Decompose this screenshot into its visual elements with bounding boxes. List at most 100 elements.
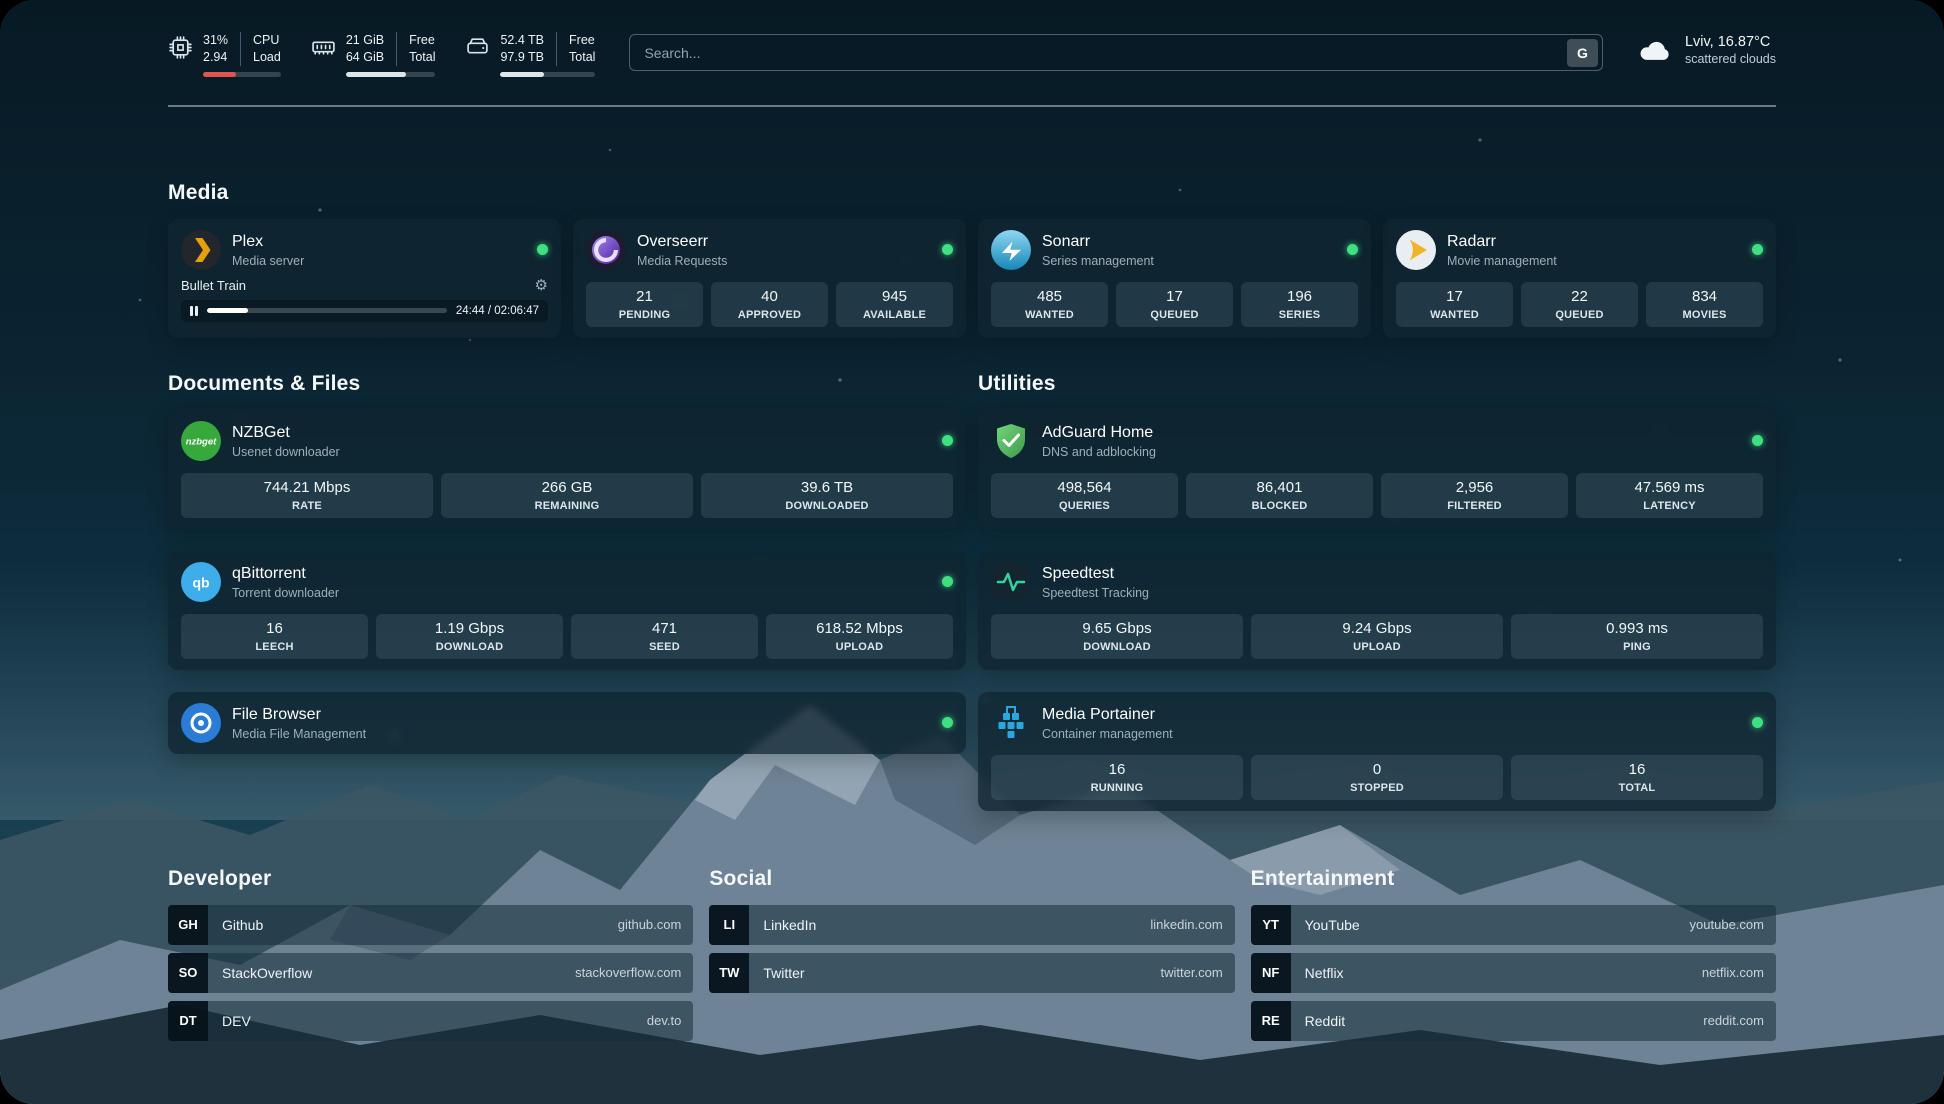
bookmark-url: github.com	[617, 917, 682, 933]
disk-widget: 52.4 TB 97.9 TB Free Total	[465, 32, 596, 77]
service-card-sonarr[interactable]: Sonarr Series management 485 WANTED 17 Q…	[978, 218, 1371, 338]
service-name[interactable]: File Browser	[232, 705, 321, 723]
status-online-dot	[942, 244, 953, 256]
service-description: Usenet downloader	[232, 444, 340, 459]
service-name[interactable]: Plex	[232, 232, 264, 250]
utilities-section: Utilities AdGuard Home DNS and adblockin…	[978, 372, 1776, 811]
stat-label: AVAILABLE	[862, 308, 927, 321]
stat-label: BLOCKED	[1251, 499, 1308, 512]
service-card-speedtest[interactable]: Speedtest Speedtest Tracking 9.65 Gbps D…	[978, 550, 1776, 670]
bookmark-url: youtube.com	[1689, 917, 1764, 933]
stat-value: 16	[266, 619, 283, 637]
service-name[interactable]: Radarr	[1447, 232, 1496, 250]
portainer-icon[interactable]	[991, 703, 1031, 743]
weather-location-temp: Lviv, 16.87°C	[1684, 34, 1771, 50]
stat-value: 9.24 Gbps	[1342, 619, 1412, 637]
stat-label: PING	[1623, 640, 1651, 653]
service-card-radarr[interactable]: Radarr Movie management 17 WANTED 22 QUE…	[1383, 218, 1776, 338]
radarr-icon[interactable]	[1396, 229, 1436, 270]
weather-widget: Lviv, 16.87°C scattered clouds	[1637, 34, 1776, 66]
disk-free-value: 52.4 TB	[500, 33, 545, 47]
ram-free-label: Free	[409, 33, 435, 47]
bookmark-netflix[interactable]: NF Netflix netflix.com	[1250, 952, 1776, 993]
adguard-icon[interactable]	[991, 421, 1031, 461]
stat-label: LATENCY	[1643, 499, 1696, 512]
bookmark-name: LinkedIn	[763, 916, 817, 933]
svg-text:nzbget: nzbget	[186, 436, 217, 447]
stat-value: 1.19 Gbps	[434, 619, 505, 637]
svg-text:qb: qb	[192, 574, 209, 590]
stat-box: 16 TOTAL	[1511, 754, 1763, 800]
service-description: Container management	[1042, 726, 1173, 741]
service-card-adguard[interactable]: AdGuard Home DNS and adblocking 498,564 …	[978, 409, 1776, 529]
service-name[interactable]: NZBGet	[232, 423, 290, 441]
now-playing-title: Bullet Train	[181, 277, 247, 293]
bookmark-reddit[interactable]: RE Reddit reddit.com	[1250, 1000, 1776, 1041]
plex-icon[interactable]	[181, 229, 221, 270]
service-description: Media File Management	[232, 726, 367, 741]
stat-box: 17 QUEUED	[1116, 281, 1233, 327]
playback-progress-track[interactable]	[207, 308, 447, 314]
service-card-portainer[interactable]: Media Portainer Container management 16 …	[978, 691, 1776, 811]
status-online-dot	[1752, 244, 1763, 256]
stat-box: 86,401 BLOCKED	[1186, 472, 1373, 518]
social-section: Social LI LinkedIn linkedin.com TW Twitt…	[709, 867, 1235, 993]
service-description: DNS and adblocking	[1042, 444, 1156, 459]
stat-value: 86,401	[1256, 478, 1303, 496]
stat-value: 17	[1446, 287, 1463, 305]
bookmark-youtube[interactable]: YT YouTube youtube.com	[1250, 904, 1776, 945]
linkedin-icon: LI	[709, 904, 750, 945]
bookmark-url: dev.to	[646, 1013, 682, 1029]
pause-icon[interactable]	[190, 305, 198, 316]
bookmark-twitter[interactable]: TW Twitter twitter.com	[709, 952, 1235, 993]
service-name[interactable]: Overseerr	[637, 232, 709, 250]
bookmark-linkedin[interactable]: LI LinkedIn linkedin.com	[709, 904, 1235, 945]
stat-box: 0.993 ms PING	[1511, 613, 1763, 659]
bookmark-stackoverflow[interactable]: SO StackOverflow stackoverflow.com	[168, 952, 694, 993]
stat-value: 16	[1108, 760, 1126, 778]
service-card-qbittorrent[interactable]: qb qBittorrent Torrent downloader 16	[168, 550, 966, 670]
service-card-overseerr[interactable]: Overseerr Media Requests 21 PENDING 40 A…	[573, 218, 966, 338]
service-name[interactable]: Media Portainer	[1042, 705, 1155, 723]
overseerr-icon[interactable]	[586, 229, 626, 270]
bookmark-dev[interactable]: DT DEV dev.to	[168, 1000, 694, 1041]
service-name[interactable]: AdGuard Home	[1042, 423, 1154, 441]
stat-box: 498,564 QUERIES	[991, 472, 1178, 518]
service-card-filebrowser[interactable]: File Browser Media File Management	[168, 691, 966, 754]
search-input[interactable]	[644, 44, 1567, 61]
service-name[interactable]: Sonarr	[1042, 232, 1091, 250]
disk-icon	[467, 38, 489, 54]
google-engine-icon[interactable]: G	[1566, 38, 1598, 67]
stat-box: 485 WANTED	[991, 281, 1108, 327]
bookmark-github[interactable]: GH Github github.com	[168, 904, 694, 945]
stat-value: 196	[1286, 287, 1313, 305]
ram-icon	[312, 41, 335, 55]
service-name[interactable]: qBittorrent	[232, 564, 306, 582]
stat-box: 0 STOPPED	[1251, 754, 1503, 800]
filebrowser-icon[interactable]	[181, 702, 221, 743]
stat-box: 2,956 FILTERED	[1381, 472, 1568, 518]
qbittorrent-icon[interactable]: qb	[181, 561, 221, 602]
service-card-nzbget[interactable]: nzbget NZBGet Usenet downloader 744.21 M…	[168, 409, 966, 529]
memory-widget: 21 GiB 64 GiB Free Total	[311, 32, 436, 77]
speedtest-icon[interactable]	[991, 562, 1031, 602]
stat-box: 47.569 ms LATENCY	[1576, 472, 1763, 518]
media-section: Media Plex Media server	[168, 181, 1776, 338]
stat-box: 945 AVAILABLE	[836, 281, 953, 327]
stat-box: 9.24 Gbps UPLOAD	[1251, 613, 1503, 659]
stat-box: 618.52 Mbps UPLOAD	[766, 613, 953, 659]
nzbget-icon[interactable]: nzbget	[181, 420, 221, 461]
stat-label: LEECH	[255, 640, 294, 653]
stat-box: 21 PENDING	[586, 281, 703, 327]
bookmark-name: StackOverflow	[222, 964, 313, 981]
stat-label: MOVIES	[1682, 308, 1727, 321]
top-bar: 31% 2.94 CPU Load	[168, 0, 1776, 77]
bookmark-name: Twitter	[763, 964, 805, 981]
service-card-plex[interactable]: Plex Media server Bullet Train ⚙	[168, 218, 561, 338]
cpu-usage-value: 31%	[203, 33, 229, 47]
stat-value: 618.52 Mbps	[816, 619, 903, 637]
cpu-widget: 31% 2.94 CPU Load	[168, 32, 281, 77]
service-name[interactable]: Speedtest	[1042, 564, 1115, 582]
sonarr-icon[interactable]	[991, 229, 1031, 270]
gear-icon[interactable]: ⚙	[534, 275, 548, 294]
